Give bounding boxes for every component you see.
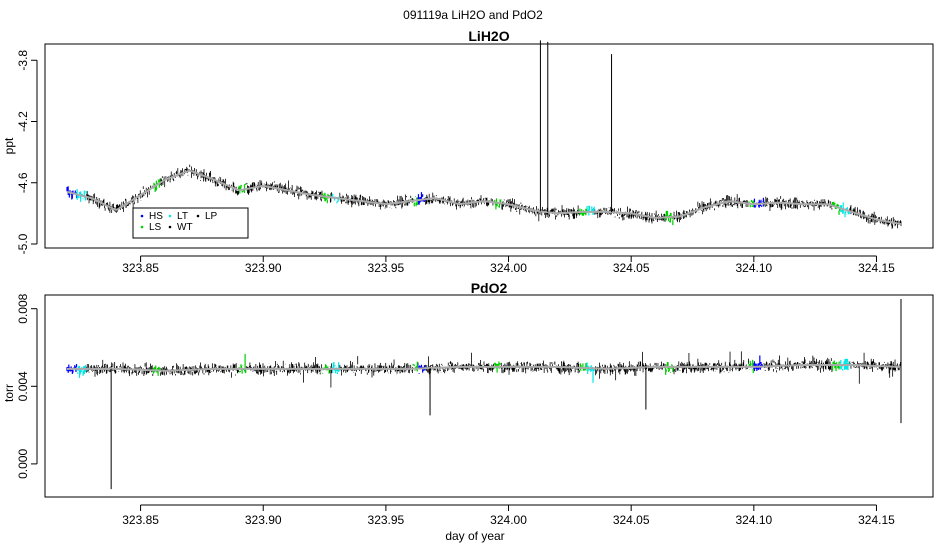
y-tick-label: -3.8 xyxy=(16,50,30,71)
axis-ticks: 323.85 323.90 323.95 324.00 324.05 324.10 324.… xyxy=(16,293,895,527)
legend-marker-lt xyxy=(168,214,172,218)
axis-ticks: 323.85 323.90 323.95 324.00 324.05 324.10 324.… xyxy=(16,50,895,275)
series-layer xyxy=(66,40,902,229)
legend-label-hs: HS xyxy=(149,211,163,222)
legend-marker-wt xyxy=(168,225,172,229)
legend-marker-ls xyxy=(140,225,144,229)
x-axis-label: day of year xyxy=(445,529,504,543)
x-tick-label: 324.00 xyxy=(490,261,527,275)
panel-title: PdO2 xyxy=(471,280,508,296)
y-tick-label: 0.008 xyxy=(16,293,30,323)
x-tick-label: 323.90 xyxy=(245,513,282,527)
legend-label-wt: WT xyxy=(177,222,193,233)
mode-segment-hs xyxy=(66,186,764,208)
mode-segment-lt xyxy=(76,358,850,383)
x-tick-label: 324.00 xyxy=(490,513,527,527)
y-tick-label: -4.2 xyxy=(16,111,30,132)
x-tick-label: 324.10 xyxy=(735,513,772,527)
plot-frame xyxy=(44,294,934,498)
x-tick-label: 323.95 xyxy=(368,513,405,527)
panel-title: LiH2O xyxy=(468,28,509,44)
y-axis-label: torr xyxy=(2,384,16,402)
legend-box xyxy=(132,207,249,239)
x-tick-label: 324.05 xyxy=(613,513,650,527)
series-layer xyxy=(66,299,902,490)
plot-frame xyxy=(44,43,934,249)
panel-lih2o: LiH2O 323.85 323.90 323.95 324.00 324.05 324.… xyxy=(2,28,934,275)
legend-label-ls: LS xyxy=(149,222,162,233)
y-tick-label: -5.0 xyxy=(16,233,30,254)
x-tick-label: 323.85 xyxy=(122,513,159,527)
legend-marker-hs xyxy=(140,214,144,218)
smoothed-line xyxy=(67,363,902,372)
x-tick-label: 324.15 xyxy=(858,513,895,527)
legend-label-lt: LT xyxy=(177,211,188,222)
legend-label-lp: LP xyxy=(205,211,218,222)
legend-marker-lp xyxy=(196,214,200,218)
x-tick-label: 323.85 xyxy=(122,261,159,275)
y-tick-label: -4.6 xyxy=(16,172,30,193)
y-tick-label: 0.000 xyxy=(16,449,30,479)
x-tick-label: 324.15 xyxy=(858,261,895,275)
x-tick-label: 324.10 xyxy=(735,261,772,275)
smoothed-line xyxy=(66,169,902,226)
x-tick-label: 323.95 xyxy=(368,261,405,275)
x-tick-label: 324.05 xyxy=(613,261,650,275)
figure-title: 091119a LiH2O and PdO2 xyxy=(403,8,543,22)
y-axis-label: ppt xyxy=(2,137,16,154)
panel-pdo2: PdO2 323.85 323.90 323.95 324.00 324.05 324.1… xyxy=(2,280,934,543)
x-tick-label: 323.90 xyxy=(245,261,282,275)
y-tick-label: 0.004 xyxy=(16,371,30,401)
